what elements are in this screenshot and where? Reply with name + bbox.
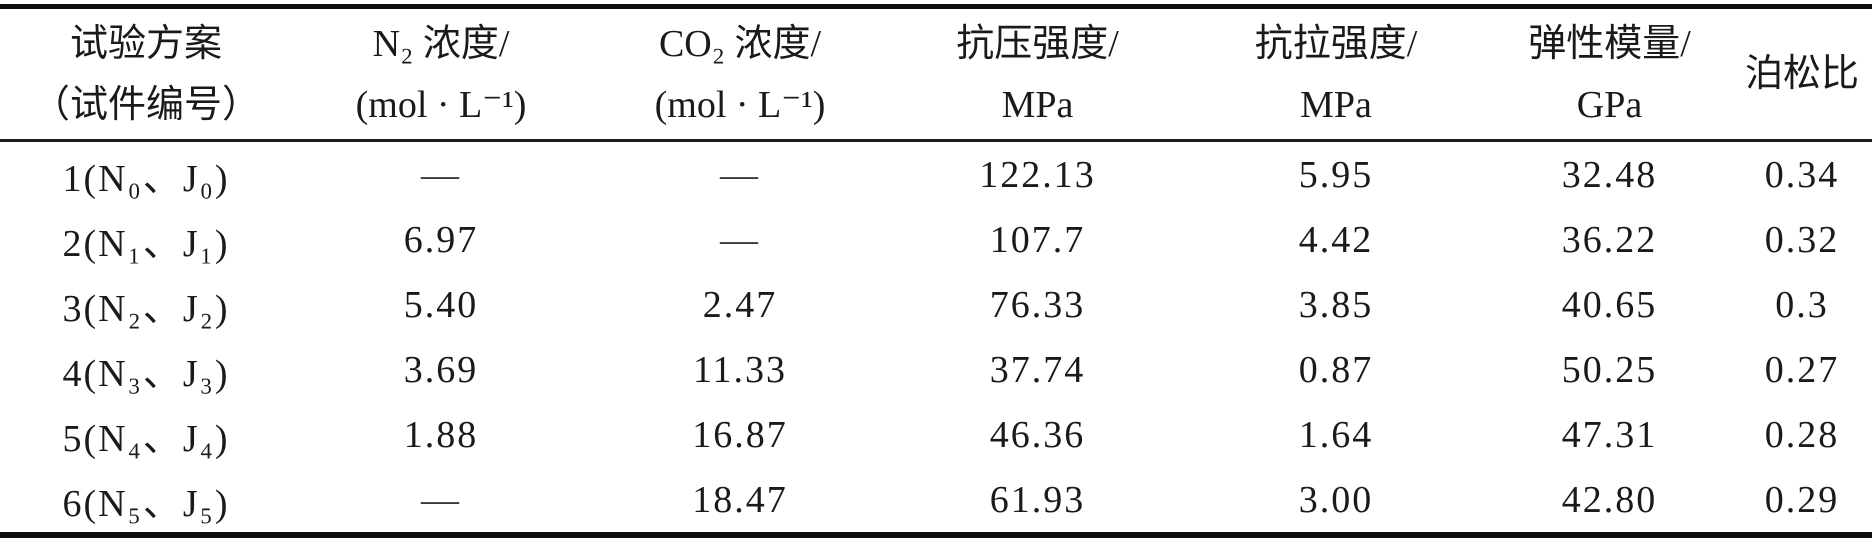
cell-scheme: 1(N₀、J₀) — [62, 158, 230, 200]
cell-n2: 1.88 — [403, 413, 479, 456]
cell-modulus: 47.31 — [1561, 413, 1658, 456]
header-line: (mol · L⁻¹) — [355, 83, 527, 126]
table-row: 4(N₃、J₃) 3.69 11.33 37.74 0.87 50.25 0.2… — [0, 337, 1872, 402]
cell-compressive: 37.74 — [989, 348, 1086, 391]
cell-tensile: 1.64 — [1298, 413, 1374, 456]
cell-tensile: 0.87 — [1298, 348, 1374, 391]
cell-compressive: 61.93 — [989, 478, 1086, 521]
col-header-poisson-ratio: 泊松比 — [1732, 9, 1872, 139]
cell-n2: — — [421, 153, 461, 196]
cell-co2: 18.47 — [692, 478, 788, 521]
col-header-n2-concentration: N₂ 浓度/ (mol · L⁻¹) — [292, 9, 590, 139]
cell-scheme: 4(N₃、J₃) — [62, 353, 230, 395]
cell-co2: 11.33 — [692, 348, 788, 391]
cell-compressive: 76.33 — [989, 283, 1086, 326]
cell-n2: 3.69 — [403, 348, 479, 391]
cell-poisson: 0.34 — [1764, 153, 1840, 196]
cell-compressive: 122.13 — [979, 153, 1096, 196]
cell-poisson: 0.3 — [1775, 283, 1829, 326]
cell-scheme: 6(N₅、J₅) — [62, 483, 230, 525]
header-line: CO₂ 浓度/ — [658, 22, 822, 65]
table-row: 3(N₂、J₂) 5.40 2.47 76.33 3.85 40.65 0.3 — [0, 272, 1872, 337]
cell-modulus: 42.80 — [1561, 478, 1658, 521]
cell-n2: 5.40 — [403, 283, 479, 326]
cell-scheme: 3(N₂、J₂) — [62, 288, 230, 330]
header-line: （试件编号） — [31, 83, 260, 126]
header-line: 泊松比 — [1744, 53, 1859, 95]
cell-poisson: 0.27 — [1764, 348, 1840, 391]
header-line: 弹性模量/ — [1528, 22, 1691, 65]
header-line: GPa — [1576, 83, 1643, 126]
cell-tensile: 3.85 — [1298, 283, 1374, 326]
cell-co2: — — [720, 153, 760, 196]
table-header-row: 试验方案 （试件编号） N₂ 浓度/ (mol · L⁻¹) CO₂ 浓度/ (… — [0, 9, 1872, 142]
cell-modulus: 40.65 — [1561, 283, 1658, 326]
header-line: MPa — [1300, 83, 1372, 126]
table-body: 1(N₀、J₀) — — 122.13 5.95 32.48 0.34 2(N₁… — [0, 142, 1872, 532]
cell-scheme: 2(N₁、J₁) — [62, 223, 230, 265]
cell-compressive: 46.36 — [989, 413, 1086, 456]
table-row: 2(N₁、J₁) 6.97 — 107.7 4.42 36.22 0.32 — [0, 207, 1872, 272]
table-row: 5(N₄、J₄) 1.88 16.87 46.36 1.64 47.31 0.2… — [0, 402, 1872, 467]
cell-tensile: 3.00 — [1298, 478, 1374, 521]
cell-tensile: 4.42 — [1298, 218, 1374, 261]
cell-compressive: 107.7 — [989, 218, 1086, 261]
col-header-compressive-strength: 抗压强度/ MPa — [890, 9, 1185, 139]
cell-poisson: 0.29 — [1764, 478, 1840, 521]
col-header-scheme: 试验方案 （试件编号） — [0, 9, 292, 139]
header-line: 抗拉强度/ — [1254, 22, 1418, 65]
results-table: 试验方案 （试件编号） N₂ 浓度/ (mol · L⁻¹) CO₂ 浓度/ (… — [0, 4, 1872, 538]
cell-poisson: 0.32 — [1764, 218, 1840, 261]
cell-poisson: 0.28 — [1764, 413, 1840, 456]
cell-tensile: 5.95 — [1298, 153, 1374, 196]
cell-co2: 16.87 — [692, 413, 788, 456]
header-line: (mol · L⁻¹) — [654, 83, 826, 126]
cell-co2: 2.47 — [702, 283, 778, 326]
header-line: 试验方案 — [69, 22, 222, 65]
cell-modulus: 50.25 — [1561, 348, 1658, 391]
header-line: MPa — [1001, 83, 1074, 126]
col-header-co2-concentration: CO₂ 浓度/ (mol · L⁻¹) — [590, 9, 890, 139]
header-line: 抗压强度/ — [956, 22, 1119, 65]
table-row: 6(N₅、J₅) — 18.47 61.93 3.00 42.80 0.29 — [0, 467, 1872, 532]
cell-n2: — — [421, 478, 461, 521]
col-header-elastic-modulus: 弹性模量/ GPa — [1487, 9, 1732, 139]
col-header-tensile-strength: 抗拉强度/ MPa — [1185, 9, 1487, 139]
cell-modulus: 36.22 — [1561, 218, 1658, 261]
table-row: 1(N₀、J₀) — — 122.13 5.95 32.48 0.34 — [0, 142, 1872, 207]
cell-n2: 6.97 — [403, 218, 479, 261]
cell-modulus: 32.48 — [1561, 153, 1658, 196]
cell-scheme: 5(N₄、J₄) — [62, 418, 230, 460]
cell-co2: — — [720, 218, 760, 261]
header-line: N₂ 浓度/ — [372, 22, 510, 65]
